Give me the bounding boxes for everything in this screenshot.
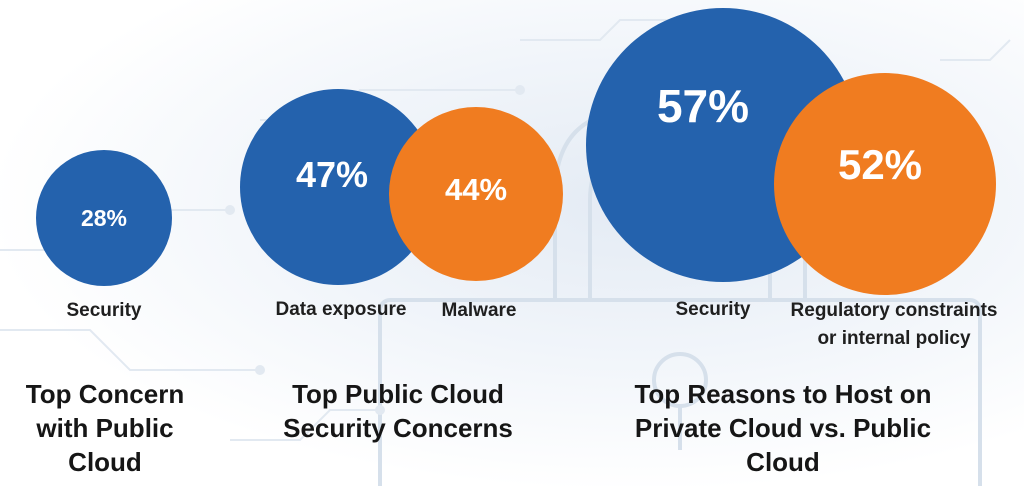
title-group3: Top Reasons to Host on Private Cloud vs.… — [634, 379, 932, 477]
value-g2-data-exposure: 47% — [295, 154, 369, 195]
label-g2-data-exposure: Data exposure — [275, 299, 407, 320]
value-g1-security: 28% — [80, 204, 128, 231]
bubble-g3-regulatory: 52% — [774, 73, 996, 295]
label-g2-malware: Malware — [441, 300, 517, 321]
title-group1: Top Concern with Public Cloud — [25, 379, 185, 477]
label-g3-regulatory: Regulatory constraints or internal polic… — [776, 297, 1012, 353]
label-g3-regulatory-line2: or internal policy — [817, 328, 971, 349]
value-g3-security: 57% — [656, 80, 750, 132]
value-g3-regulatory: 52% — [837, 141, 923, 188]
bubble-g1-security: 28% — [36, 150, 172, 286]
title-group2: Top Public Cloud Security Concerns — [283, 379, 513, 443]
label-g3-security: Security — [675, 299, 751, 320]
label-g3-regulatory-line1: Regulatory constraints — [790, 300, 998, 321]
value-g2-malware: 44% — [444, 172, 508, 207]
bubble-g2-malware: 44% — [389, 107, 563, 281]
label-g1-security: Security — [66, 300, 142, 321]
